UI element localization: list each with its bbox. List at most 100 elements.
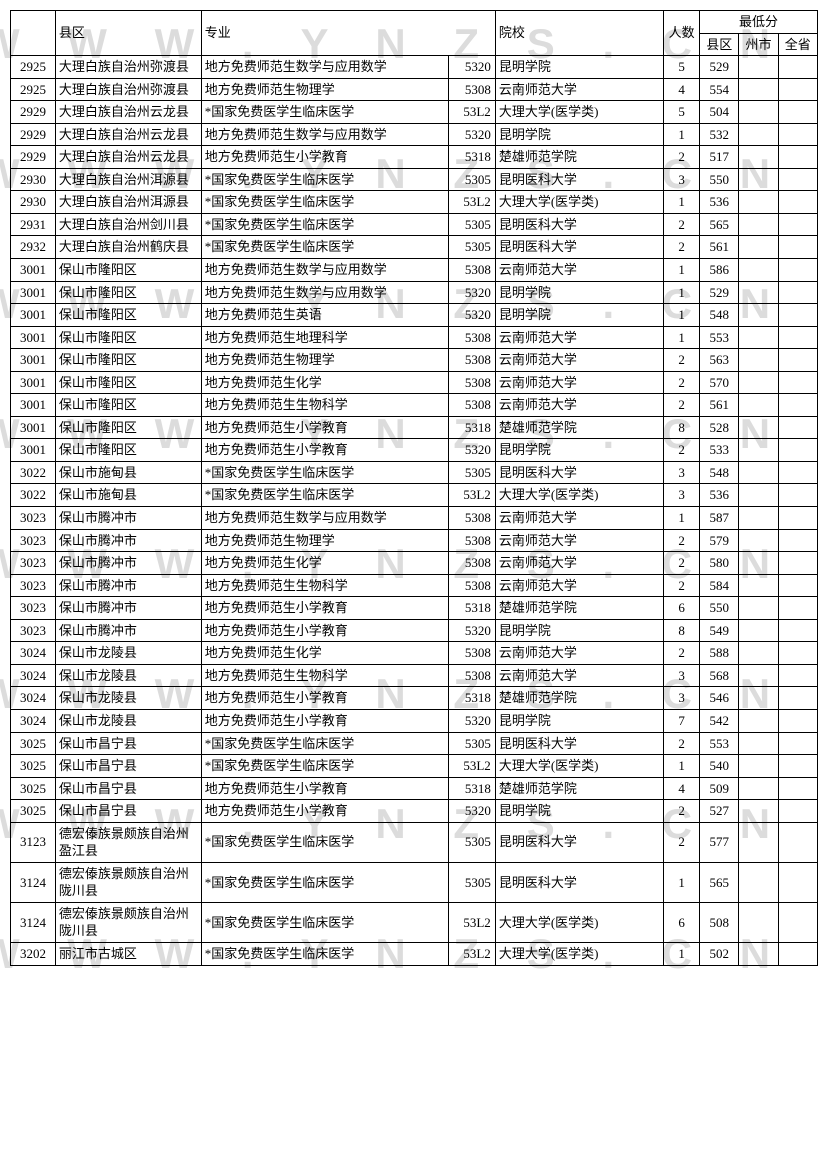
cell-zhuanye: *国家免费医学生临床医学 [201,942,448,965]
header-quansheng: 全省 [778,33,817,56]
table-row: 3001保山市隆阳区地方免费师范生地理科学5308云南师范大学1553 [11,326,818,349]
cell-score-quansheng [778,902,817,942]
cell-zhuanye: *国家免费医学生临床医学 [201,732,448,755]
cell-renshu: 3 [664,687,700,710]
cell-yuanxiao: 云南师范大学 [495,349,663,372]
cell-score-quansheng [778,439,817,462]
cell-score-quansheng [778,862,817,902]
table-row: 3025保山市昌宁县地方免费师范生小学教育5320昆明学院2527 [11,800,818,823]
cell-zhuanye: 地方免费师范生生物科学 [201,394,448,417]
cell-score-zhoushi [739,755,778,778]
cell-code: 2932 [11,236,56,259]
table-row: 3023保山市腾冲市地方免费师范生物理学5308云南师范大学2579 [11,529,818,552]
cell-yuanxiao-code: 5320 [448,123,495,146]
cell-score-quansheng [778,574,817,597]
table-row: 3022保山市施甸县*国家免费医学生临床医学5305昆明医科大学3548 [11,461,818,484]
cell-zhuanye: 地方免费师范生小学教育 [201,597,448,620]
cell-renshu: 3 [664,664,700,687]
cell-renshu: 2 [664,529,700,552]
cell-yuanxiao-code: 5318 [448,777,495,800]
cell-score-quansheng [778,123,817,146]
cell-score-zhoushi [739,168,778,191]
cell-yuanxiao: 昆明学院 [495,619,663,642]
cell-renshu: 2 [664,800,700,823]
table-row: 3001保山市隆阳区地方免费师范生小学教育5318楚雄师范学院8528 [11,416,818,439]
cell-code: 2929 [11,123,56,146]
cell-score-xianqu: 550 [700,597,739,620]
cell-score-zhoushi [739,191,778,214]
cell-zhuanye: 地方免费师范生物理学 [201,529,448,552]
cell-xianqu: 保山市隆阳区 [55,326,201,349]
cell-code: 3001 [11,326,56,349]
cell-score-zhoushi [739,687,778,710]
cell-score-zhoushi [739,101,778,124]
cell-score-quansheng [778,755,817,778]
cell-score-zhoushi [739,349,778,372]
cell-score-quansheng [778,304,817,327]
cell-code: 3022 [11,484,56,507]
cell-score-zhoushi [739,574,778,597]
cell-score-quansheng [778,168,817,191]
table-row: 3001保山市隆阳区地方免费师范生英语5320昆明学院1548 [11,304,818,327]
cell-zhuanye: *国家免费医学生临床医学 [201,168,448,191]
cell-score-quansheng [778,281,817,304]
cell-score-zhoushi [739,484,778,507]
table-row: 2929大理白族自治州云龙县地方免费师范生小学教育5318楚雄师范学院2517 [11,146,818,169]
cell-renshu: 7 [664,709,700,732]
cell-code: 3202 [11,942,56,965]
cell-score-zhoushi [739,942,778,965]
cell-score-zhoushi [739,507,778,530]
cell-code: 2929 [11,146,56,169]
cell-score-xianqu: 587 [700,507,739,530]
cell-yuanxiao: 楚雄师范学院 [495,777,663,800]
cell-yuanxiao: 昆明学院 [495,123,663,146]
cell-zhuanye: 地方免费师范生化学 [201,552,448,575]
cell-code: 3001 [11,416,56,439]
table-row: 3001保山市隆阳区地方免费师范生数学与应用数学5308云南师范大学1586 [11,259,818,282]
table-row: 3001保山市隆阳区地方免费师范生化学5308云南师范大学2570 [11,371,818,394]
table-row: 3024保山市龙陵县地方免费师范生小学教育5320昆明学院7542 [11,709,818,732]
cell-renshu: 1 [664,862,700,902]
cell-score-zhoushi [739,597,778,620]
table-row: 3025保山市昌宁县*国家免费医学生临床医学53L2大理大学(医学类)1540 [11,755,818,778]
cell-yuanxiao: 大理大学(医学类) [495,191,663,214]
cell-yuanxiao: 云南师范大学 [495,664,663,687]
cell-yuanxiao-code: 5308 [448,78,495,101]
cell-yuanxiao: 昆明医科大学 [495,862,663,902]
cell-xianqu: 保山市隆阳区 [55,439,201,462]
cell-score-xianqu: 508 [700,902,739,942]
cell-score-xianqu: 563 [700,349,739,372]
cell-yuanxiao: 昆明学院 [495,709,663,732]
cell-code: 3025 [11,732,56,755]
cell-score-zhoushi [739,709,778,732]
cell-xianqu: 丽江市古城区 [55,942,201,965]
cell-yuanxiao-code: 5308 [448,552,495,575]
cell-score-xianqu: 554 [700,78,739,101]
cell-code: 3025 [11,777,56,800]
cell-xianqu: 保山市腾冲市 [55,529,201,552]
cell-yuanxiao-code: 5305 [448,213,495,236]
cell-code: 2925 [11,78,56,101]
header-zuidifen: 最低分 [700,11,818,34]
cell-score-xianqu: 546 [700,687,739,710]
cell-yuanxiao-code: 5320 [448,709,495,732]
cell-yuanxiao: 云南师范大学 [495,326,663,349]
cell-renshu: 2 [664,236,700,259]
cell-yuanxiao: 云南师范大学 [495,259,663,282]
cell-renshu: 6 [664,597,700,620]
cell-xianqu: 保山市隆阳区 [55,304,201,327]
cell-code: 3001 [11,371,56,394]
cell-score-quansheng [778,349,817,372]
table-row: 3001保山市隆阳区地方免费师范生数学与应用数学5320昆明学院1529 [11,281,818,304]
cell-score-quansheng [778,552,817,575]
cell-score-quansheng [778,619,817,642]
cell-xianqu: 大理白族自治州洱源县 [55,168,201,191]
cell-yuanxiao-code: 5308 [448,326,495,349]
cell-code: 3023 [11,529,56,552]
cell-code: 3001 [11,304,56,327]
cell-zhuanye: 地方免费师范生生物科学 [201,574,448,597]
cell-renshu: 2 [664,552,700,575]
cell-zhuanye: 地方免费师范生数学与应用数学 [201,259,448,282]
table-row: 2925大理白族自治州弥渡县地方免费师范生数学与应用数学5320昆明学院5529 [11,56,818,79]
table-row: 3023保山市腾冲市地方免费师范生小学教育5320昆明学院8549 [11,619,818,642]
